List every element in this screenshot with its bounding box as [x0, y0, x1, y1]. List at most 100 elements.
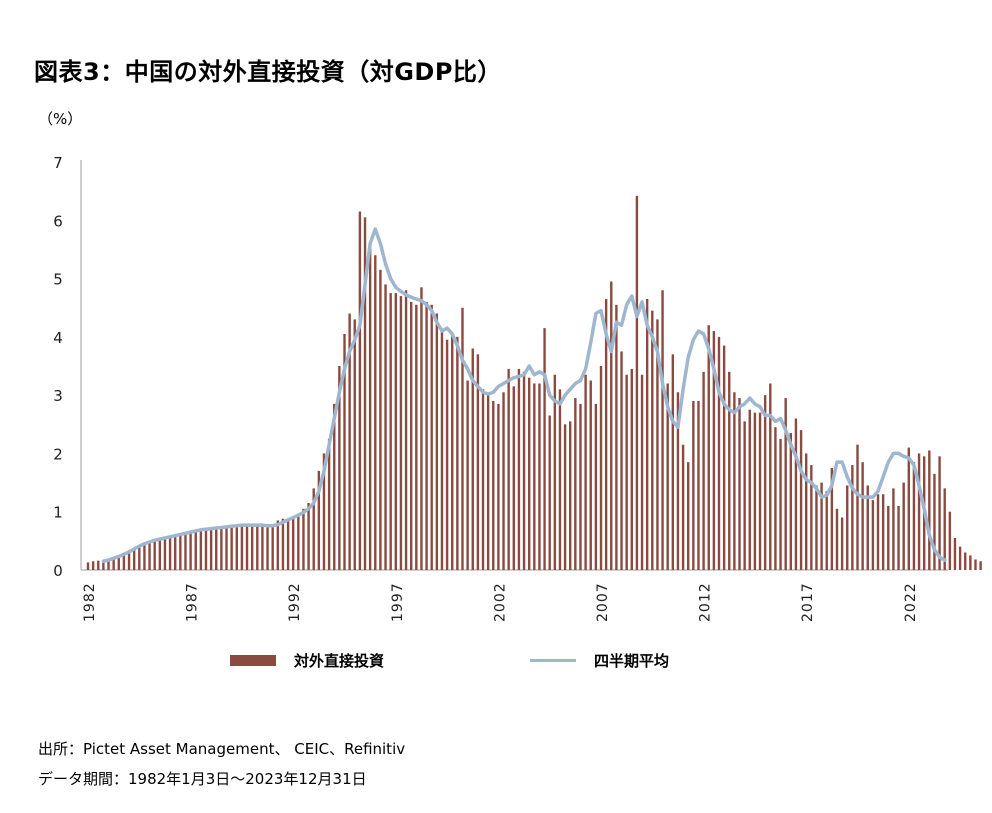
bar [630, 368, 633, 570]
bar [394, 293, 397, 570]
y-tick-label: 3 [53, 387, 63, 405]
bar [102, 560, 105, 570]
y-tick-label: 6 [53, 212, 63, 230]
bar [168, 537, 172, 570]
legend-line-swatch-icon [530, 659, 576, 662]
bar [112, 558, 115, 570]
bar [640, 374, 644, 570]
x-tick-label: 1992 [287, 582, 303, 622]
bar [840, 517, 844, 570]
bar [492, 400, 495, 570]
bar [374, 255, 377, 570]
source-note: 出所：Pictet Asset Management、 CEIC、Refinit… [38, 740, 406, 758]
y-tick-label: 0 [53, 562, 63, 580]
bar [728, 371, 731, 570]
bar [943, 488, 946, 570]
bar [574, 398, 577, 570]
bar [553, 374, 557, 570]
bar [466, 380, 469, 570]
bar [933, 473, 936, 570]
bar [348, 313, 351, 570]
bar [456, 336, 459, 570]
x-tick-label: 2022 [903, 582, 919, 622]
data-period-note: データ期間：1982年1月3日～2023年12月31日 [38, 770, 367, 788]
bar [620, 351, 623, 570]
bar [969, 555, 972, 570]
bar [733, 392, 736, 570]
bar [907, 447, 910, 570]
bar [902, 482, 905, 570]
bar [271, 524, 274, 570]
bar [533, 383, 536, 570]
bar [769, 383, 772, 570]
bar [250, 525, 254, 570]
chart-plot-area: 0 1 2 3 4 5 6 7 1982 1987 1992 1997 2002 2007 2012 201… [53, 154, 982, 622]
bar [343, 333, 346, 570]
bar [876, 494, 880, 570]
bar [297, 513, 300, 570]
y-axis-ticks: 0 1 2 3 4 5 6 7 [53, 154, 63, 580]
bar [953, 537, 957, 570]
bar [502, 392, 505, 570]
bar [163, 539, 167, 570]
bar [127, 552, 131, 570]
bar [225, 526, 228, 570]
bar [543, 328, 546, 570]
bar [810, 465, 813, 570]
bar [599, 366, 603, 570]
bar [851, 465, 854, 570]
bar [476, 354, 480, 570]
bar [256, 525, 259, 570]
bar [425, 301, 428, 570]
bar [445, 339, 449, 570]
bar [881, 494, 885, 570]
bar [132, 549, 136, 570]
bar [938, 456, 941, 570]
bar [368, 246, 372, 570]
x-tick-label: 2007 [595, 582, 611, 622]
bar [799, 430, 803, 570]
legend-label-fdi: 対外直接投資 [294, 652, 385, 670]
bar [240, 525, 244, 570]
bar [625, 374, 628, 570]
bar [430, 304, 433, 570]
legend-bar-swatch-icon [230, 655, 276, 666]
bar [307, 502, 310, 570]
bar [204, 529, 208, 570]
bar [235, 525, 238, 570]
bar [148, 542, 151, 570]
bar [317, 470, 321, 570]
bar [199, 529, 203, 570]
bar [681, 444, 685, 570]
bar [538, 383, 541, 570]
bar [697, 400, 700, 570]
bar [917, 453, 921, 570]
bar [784, 398, 787, 570]
bar [440, 331, 444, 570]
bar [107, 560, 110, 570]
bar [579, 403, 582, 570]
bar [451, 333, 454, 570]
bar [302, 508, 305, 570]
bar [97, 560, 100, 570]
bar [789, 433, 793, 570]
bar [651, 310, 654, 570]
bar [179, 535, 182, 570]
bar [517, 368, 521, 570]
bar [333, 403, 336, 570]
legend-label-average: 四半期平均 [594, 652, 670, 670]
bar [948, 511, 952, 570]
bar [497, 403, 500, 570]
bar [584, 374, 587, 570]
bar [610, 281, 613, 570]
bar [846, 485, 849, 570]
line-series-quarterly-average [101, 227, 947, 564]
bar [692, 400, 695, 570]
bar [415, 304, 418, 570]
bar [548, 415, 551, 570]
bar [763, 395, 767, 570]
bar [471, 348, 474, 570]
x-tick-label: 1987 [185, 582, 201, 622]
bar [835, 508, 839, 570]
bar [122, 554, 126, 570]
